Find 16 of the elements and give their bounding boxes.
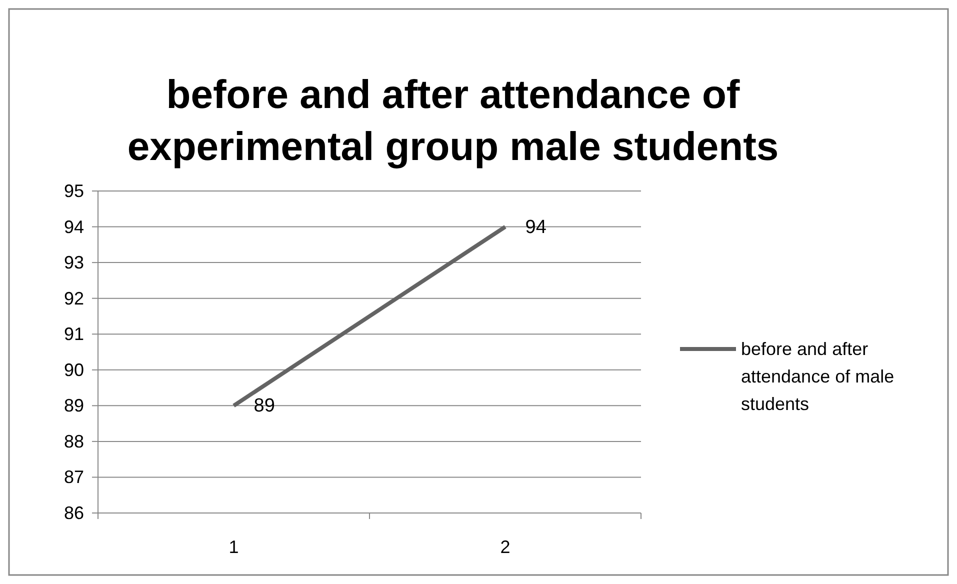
- data-label: 89: [254, 396, 275, 417]
- y-tick-label: 92: [64, 288, 84, 308]
- y-tick-label: 93: [64, 252, 84, 273]
- y-tick-label: 95: [64, 181, 84, 201]
- y-tick-label: 90: [64, 360, 84, 380]
- chart-title: before and after attendance of experimental group male students: [127, 73, 779, 169]
- x-tick-label: 2: [500, 537, 510, 557]
- y-tick-label: 87: [64, 467, 84, 488]
- y-tick-label: 89: [64, 396, 84, 416]
- legend-label: before and after attendance of male students: [741, 339, 894, 414]
- y-tick-label: 88: [64, 431, 84, 452]
- y-tick-label: 94: [64, 216, 84, 237]
- x-tick-label: 1: [228, 537, 239, 557]
- y-tick-label: 91: [64, 324, 84, 344]
- y-tick-label: 86: [64, 503, 84, 523]
- data-label: 94: [525, 216, 547, 238]
